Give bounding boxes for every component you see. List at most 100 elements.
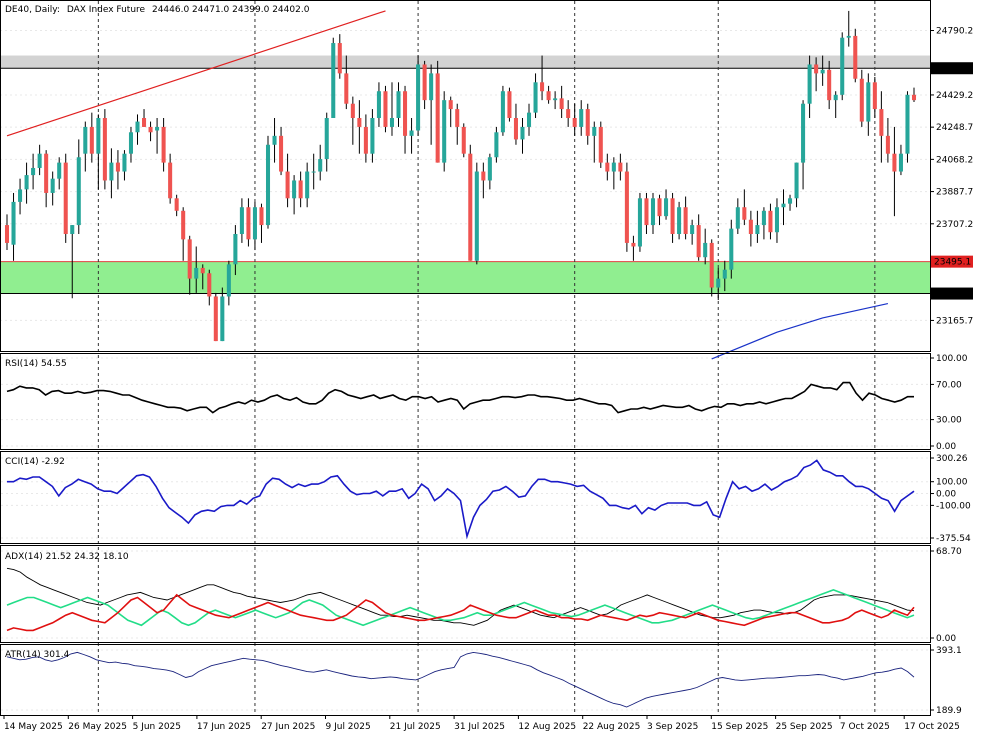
bearish-candle [631,242,636,247]
bullish-candle [716,278,721,288]
bullish-candle [866,82,871,122]
bearish-candle [644,198,649,226]
cci-line [7,459,915,540]
bearish-candle [363,126,368,154]
bullish-candle [526,112,532,127]
rsi-tick-label: 100.00 [936,354,968,364]
time-tick-label: 3 Sep 2025 [647,722,698,732]
bearish-candle [357,118,362,127]
bullish-candle [755,225,760,234]
bearish-candle [507,91,512,118]
bullish-candle [637,198,642,247]
chart-header: DE40, Daily: DAX Index Future 24446.0 24… [5,5,310,15]
time-tick-label: 9 Jul 2025 [326,722,371,732]
bullish-candle [226,264,231,297]
bullish-candle [494,132,499,158]
bearish-candle [200,267,205,274]
bullish-candle [677,207,682,234]
time-tick-label: 26 May 2025 [68,722,127,732]
bullish-candle [272,135,277,145]
bullish-candle [31,167,36,176]
support-top-price-tag: 23495.1 [934,258,971,268]
rsi-line [6,381,914,414]
bearish-candle [298,180,303,199]
atr-label: ATR(14) 301.4 [5,650,70,660]
price-tick-label: 23165.7 [936,316,973,326]
bullish-candle [703,242,708,258]
time-tick-label: 17 Oct 2025 [904,722,960,732]
bearish-candle [742,207,747,220]
time-tick-label: 15 Sep 2025 [711,722,768,732]
bullish-candle [429,73,434,101]
cci-tick-label: -100.00 [936,501,971,511]
bearish-candle [605,162,610,172]
bullish-candle [409,130,414,136]
bullish-candle [735,207,740,229]
bearish-candle [455,109,460,127]
bearish-candle [102,118,107,181]
bullish-candle [11,201,16,245]
bullish-candle [774,207,779,233]
rsi-tick-label: 70.00 [936,380,962,390]
resistance-zone [1,55,930,69]
bullish-candle [664,198,669,217]
bearish-candle [187,239,192,279]
cci-label: CCI(14) -2.92 [5,457,65,467]
bullish-candle [233,234,238,265]
bearish-candle [148,126,153,133]
bearish-candle [285,171,290,199]
time-tick-label: 14 May 2025 [4,722,63,732]
support-bottom-price-tag: 23316.3 [934,290,971,300]
bullish-candle [305,171,310,199]
bullish-candle [840,37,845,95]
bullish-candle [592,126,597,136]
bullish-candle [787,198,793,204]
bearish-candle [540,82,545,92]
bearish-candle [598,126,603,163]
time-tick-label: 17 Jun 2025 [197,722,251,732]
bearish-candle [4,225,10,243]
bearish-candle [670,198,675,234]
bearish-candle [44,153,49,193]
bullish-candle [500,91,505,133]
bullish-candle [155,126,160,131]
bullish-candle [442,100,447,163]
bearish-candle [748,219,753,234]
price-candles [4,10,917,342]
bearish-candle [657,198,662,217]
bearish-candle [709,242,714,288]
bullish-candle [833,94,838,101]
time-tick-label: 31 Jul 2025 [454,722,505,732]
bullish-candle [135,121,140,133]
bearish-candle [585,109,590,136]
bullish-candle [396,91,401,118]
bearish-candle [546,91,551,101]
price-tick-label: 24790.2 [936,27,973,37]
price-tick-label: 24429.2 [936,91,973,101]
bearish-candle [383,91,388,127]
bearish-candle [63,162,68,234]
resistance-price-tag-bg [931,62,973,75]
bullish-candle [722,269,727,279]
bearish-candle [422,64,427,101]
time-tick-label: 7 Oct 2025 [840,722,890,732]
bullish-candle [781,203,786,208]
bearish-candle [435,73,440,163]
ohlc-readout: 24446.0 24471.0 24399.0 24402.0 [152,5,310,15]
bearish-candle [350,103,355,118]
atr-line [6,651,915,708]
bullish-candle [24,175,29,190]
price-tick-label: 24248.7 [936,123,973,133]
time-tick-label: 25 Sep 2025 [776,722,833,732]
bearish-candle [892,153,897,172]
bullish-candle [37,153,42,168]
symbol-label: DE40, Daily: [5,5,60,15]
bearish-candle [572,118,577,127]
rsi-tick-label: 30.00 [936,416,962,426]
price-tick-label: 23707.2 [936,220,973,230]
time-tick-label: 27 Jun 2025 [261,722,315,732]
bullish-candle [331,43,336,118]
bullish-candle [690,225,695,234]
bullish-candle [265,144,271,226]
